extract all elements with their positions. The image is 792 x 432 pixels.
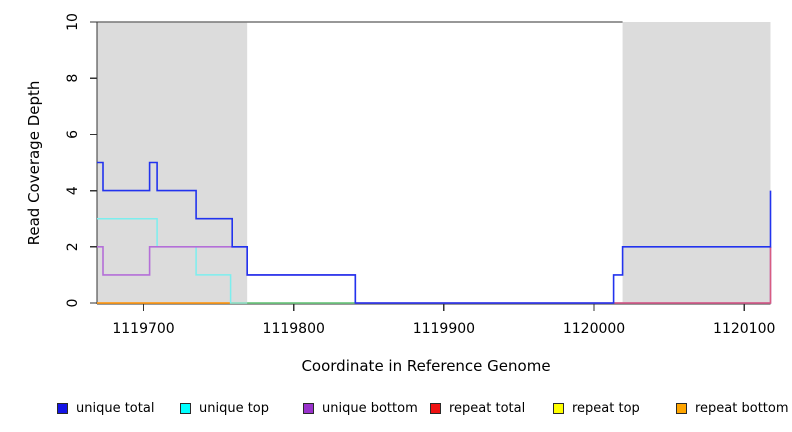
- legend-label: unique total: [76, 400, 155, 416]
- legend-label: unique bottom: [322, 400, 418, 416]
- x-tick-label: 1119900: [413, 321, 475, 337]
- legend-item-unique-total: unique total: [57, 398, 154, 418]
- plot-area: 0 2 4 6 8 10 1119700 1119800 1119900 1120000 11201…: [65, 13, 775, 337]
- legend: unique total unique top unique bottom repea…: [0, 398, 792, 422]
- y-tick-label: 0: [65, 299, 81, 308]
- legend-item-repeat-top: repeat top: [553, 398, 640, 418]
- legend-swatch: [430, 402, 441, 414]
- x-tick-label: 1120000: [563, 321, 625, 337]
- legend-item-unique-top: unique top: [180, 398, 269, 418]
- y-tick-label: 8: [65, 74, 81, 83]
- legend-swatch: [553, 402, 564, 414]
- series-repeat-total: [613, 246, 772, 304]
- repeat-region-1: [622, 22, 771, 303]
- y-axis-title: Read Coverage Depth: [25, 80, 43, 246]
- legend-label: repeat total: [449, 400, 526, 416]
- series-unique-top: [97, 217, 356, 304]
- legend-swatch: [57, 402, 68, 414]
- legend-swatch: [676, 402, 687, 414]
- x-tick-label: 1120100: [713, 321, 775, 337]
- x-tick-label: 1119700: [112, 321, 174, 337]
- legend-item-repeat-total: repeat total: [430, 398, 525, 418]
- y-tick-label: 2: [65, 242, 81, 251]
- legend-item-repeat-bottom: repeat bottom: [676, 398, 789, 418]
- y-tick-label: 10: [65, 13, 81, 31]
- repeat-region-0: [97, 22, 248, 303]
- legend-swatch: [303, 402, 314, 414]
- series-unique-total: [97, 161, 772, 304]
- x-axis-title: Coordinate in Reference Genome: [301, 357, 551, 375]
- legend-item-unique-bottom: unique bottom: [303, 398, 418, 418]
- legend-label: unique top: [199, 400, 270, 416]
- legend-swatch: [180, 402, 191, 414]
- y-tick-label: 4: [65, 186, 81, 195]
- legend-label: repeat bottom: [695, 400, 789, 416]
- legend-label: repeat top: [572, 400, 640, 416]
- y-tick-label: 6: [65, 130, 81, 139]
- x-tick-label: 1119800: [263, 321, 325, 337]
